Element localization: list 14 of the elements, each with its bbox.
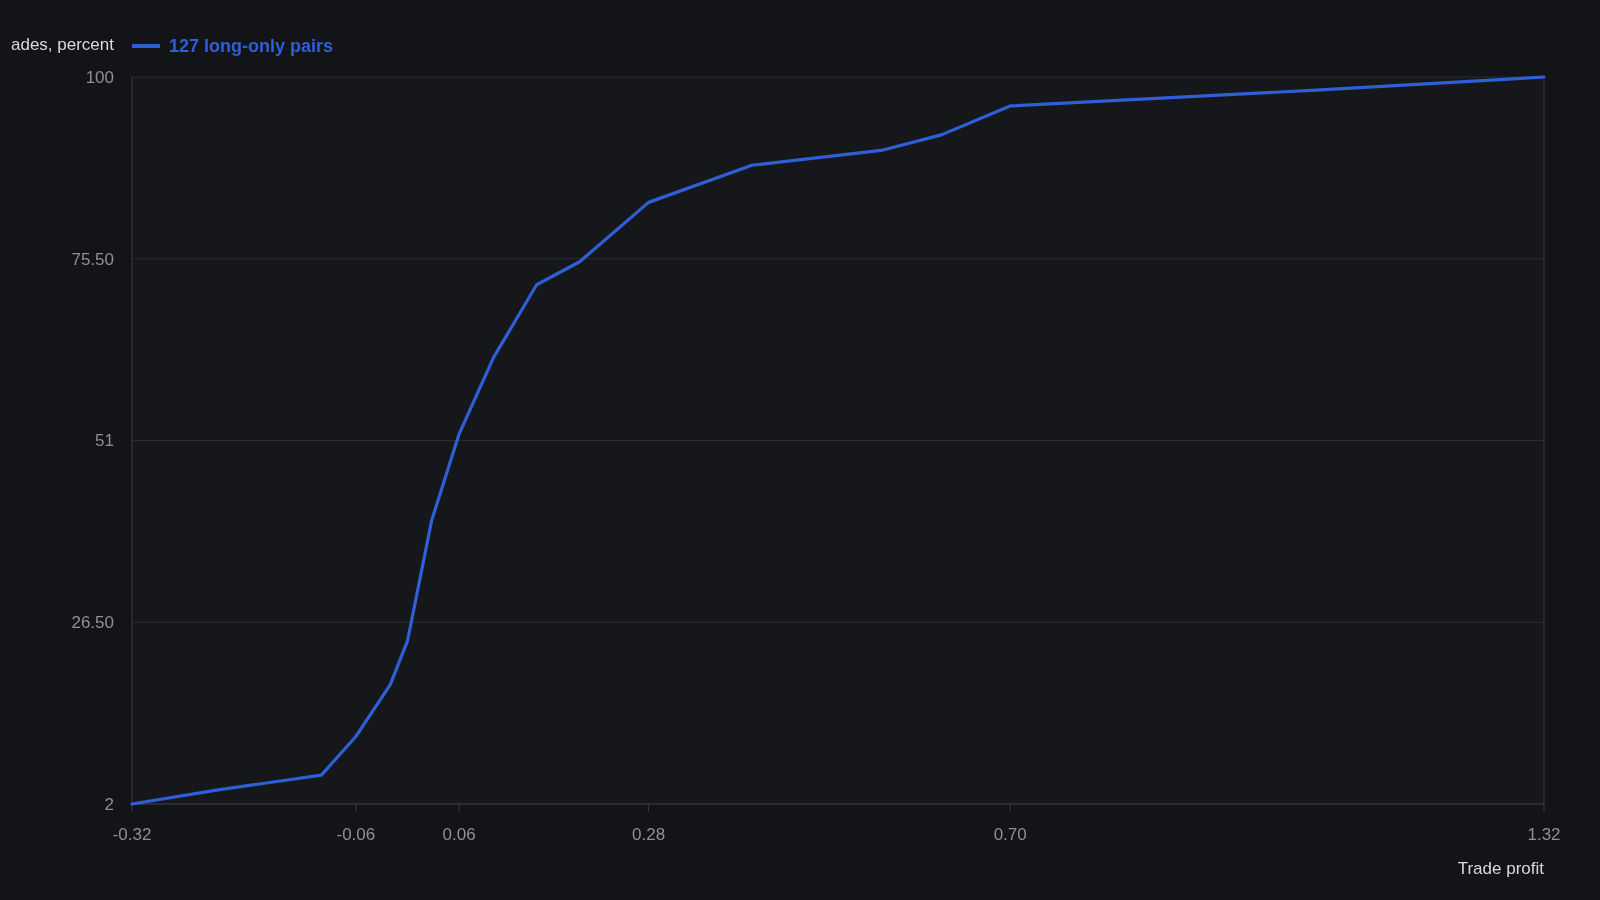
x-tick-label: 1.32 [1527,825,1561,844]
y-tick-label: 75.50 [71,249,114,269]
x-tick-label: 0.70 [993,825,1027,844]
x-tick-label: -0.32 [112,825,152,844]
y-tick-label: 51 [95,431,114,451]
x-tick-label: 0.28 [632,825,666,844]
x-tick-label: 0.06 [442,825,476,844]
y-tick-label: 26.50 [71,613,114,633]
y-tick-label: 2 [104,794,114,814]
legend-label: 127 long-only pairs [169,36,334,57]
x-axis-title: Trade profit [1457,859,1545,878]
y-tick-label: 100 [85,67,114,87]
y-axis-title: ades, percent [10,35,115,54]
x-tick-label: -0.06 [336,825,376,844]
